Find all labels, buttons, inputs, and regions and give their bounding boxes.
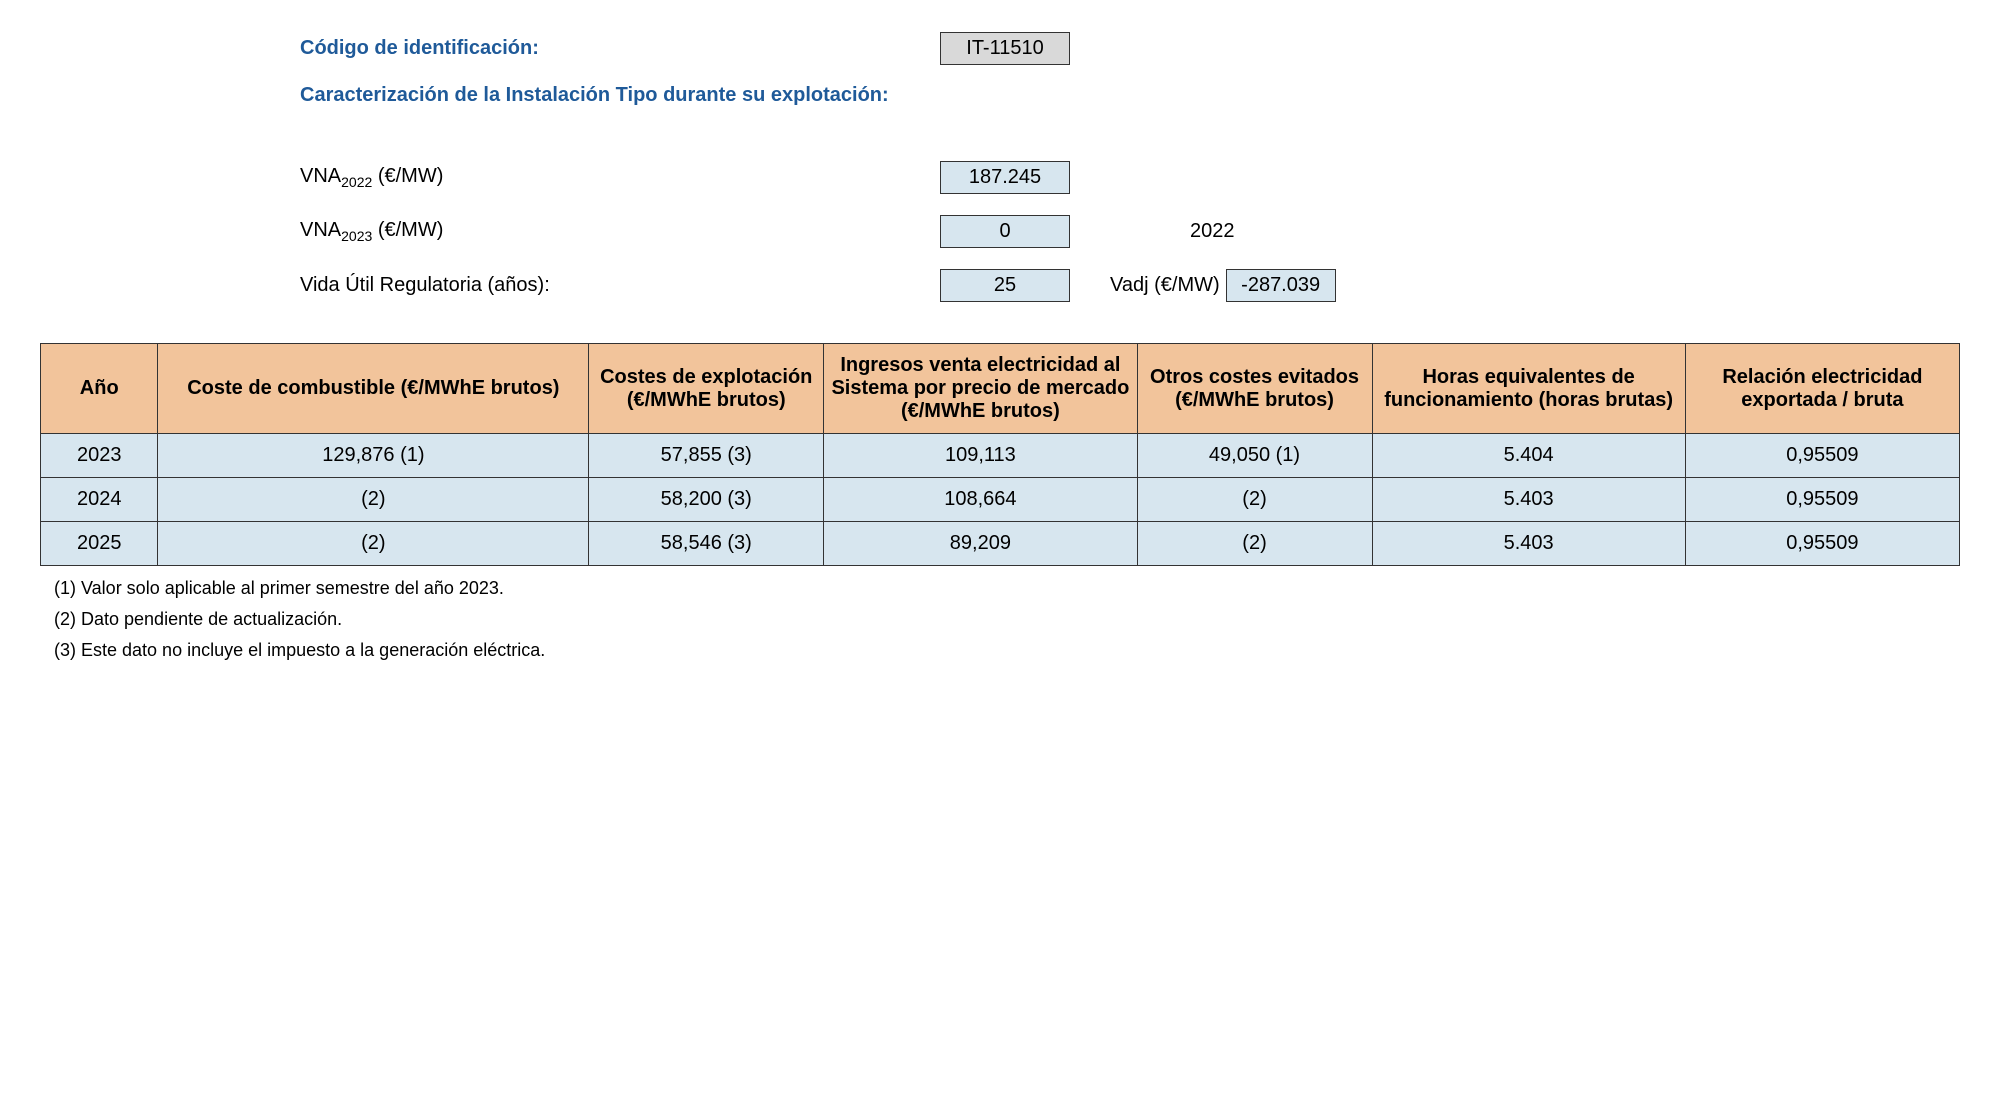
cell-otros: (2) <box>1137 522 1372 566</box>
footnote-1: (1) Valor solo aplicable al primer semes… <box>54 578 1960 599</box>
footnote-2: (2) Dato pendiente de actualización. <box>54 609 1960 630</box>
table-row: 2023 129,876 (1) 57,855 (3) 109,113 49,0… <box>41 434 1960 478</box>
vida-label: Vida Útil Regulatoria (años): <box>300 274 940 297</box>
col-header-horas: Horas equivalentes de funcionamiento (ho… <box>1372 344 1685 434</box>
col-header-ingresos: Ingresos venta electricidad al Sistema p… <box>824 344 1137 434</box>
vadj-label: Vadj (€/MW) <box>1110 274 1220 297</box>
codigo-label: Código de identificación: <box>300 37 940 60</box>
vna2023-value: 0 <box>940 215 1070 248</box>
vadj-wrapper: Vadj (€/MW) -287.039 <box>1110 269 1336 302</box>
col-header-relacion: Relación electricidad exportada / bruta <box>1685 344 1959 434</box>
table-row: 2024 (2) 58,200 (3) 108,664 (2) 5.403 0,… <box>41 478 1960 522</box>
table-body: 2023 129,876 (1) 57,855 (3) 109,113 49,0… <box>41 434 1960 566</box>
codigo-row: Código de identificación: IT-11510 <box>300 30 1960 66</box>
cell-combustible: 129,876 (1) <box>158 434 589 478</box>
vna2022-value: 187.245 <box>940 161 1070 194</box>
cell-relacion: 0,95509 <box>1685 522 1959 566</box>
table-row: 2025 (2) 58,546 (3) 89,209 (2) 5.403 0,9… <box>41 522 1960 566</box>
cell-ingresos: 89,209 <box>824 522 1137 566</box>
vadj-value: -287.039 <box>1226 269 1336 302</box>
footnotes: (1) Valor solo aplicable al primer semes… <box>40 578 1960 661</box>
cell-combustible: (2) <box>158 478 589 522</box>
cell-ingresos: 109,113 <box>824 434 1137 478</box>
vna2023-label: VNA2023 (€/MW) <box>300 219 940 244</box>
col-header-ano: Año <box>41 344 158 434</box>
cell-otros: (2) <box>1137 478 1372 522</box>
vida-row: Vida Útil Regulatoria (años): 25 Vadj (€… <box>300 267 1960 303</box>
cell-otros: 49,050 (1) <box>1137 434 1372 478</box>
cell-horas: 5.403 <box>1372 478 1685 522</box>
year-extra: 2022 <box>1190 220 1235 243</box>
vna2022-label: VNA2022 (€/MW) <box>300 165 940 190</box>
table-header-row: Año Coste de combustible (€/MWhE brutos)… <box>41 344 1960 434</box>
cell-ingresos: 108,664 <box>824 478 1137 522</box>
col-header-explotacion: Costes de explotación (€/MWhE brutos) <box>589 344 824 434</box>
cell-horas: 5.404 <box>1372 434 1685 478</box>
cell-horas: 5.403 <box>1372 522 1685 566</box>
codigo-value: IT-11510 <box>940 32 1070 65</box>
cell-explotacion: 57,855 (3) <box>589 434 824 478</box>
cell-relacion: 0,95509 <box>1685 478 1959 522</box>
vna2022-row: VNA2022 (€/MW) 187.245 <box>300 159 1960 195</box>
caracterizacion-title: Caracterización de la Instalación Tipo d… <box>300 84 1960 107</box>
cell-combustible: (2) <box>158 522 589 566</box>
cell-explotacion: 58,546 (3) <box>589 522 824 566</box>
cell-ano: 2024 <box>41 478 158 522</box>
cell-ano: 2023 <box>41 434 158 478</box>
vida-value: 25 <box>940 269 1070 302</box>
vna2023-row: VNA2023 (€/MW) 0 2022 <box>300 213 1960 249</box>
footnote-3: (3) Este dato no incluye el impuesto a l… <box>54 640 1960 661</box>
data-table: Año Coste de combustible (€/MWhE brutos)… <box>40 343 1960 566</box>
header-section: Código de identificación: IT-11510 Carac… <box>40 30 1960 303</box>
col-header-combustible: Coste de combustible (€/MWhE brutos) <box>158 344 589 434</box>
cell-explotacion: 58,200 (3) <box>589 478 824 522</box>
col-header-otros: Otros costes evitados (€/MWhE brutos) <box>1137 344 1372 434</box>
cell-relacion: 0,95509 <box>1685 434 1959 478</box>
cell-ano: 2025 <box>41 522 158 566</box>
